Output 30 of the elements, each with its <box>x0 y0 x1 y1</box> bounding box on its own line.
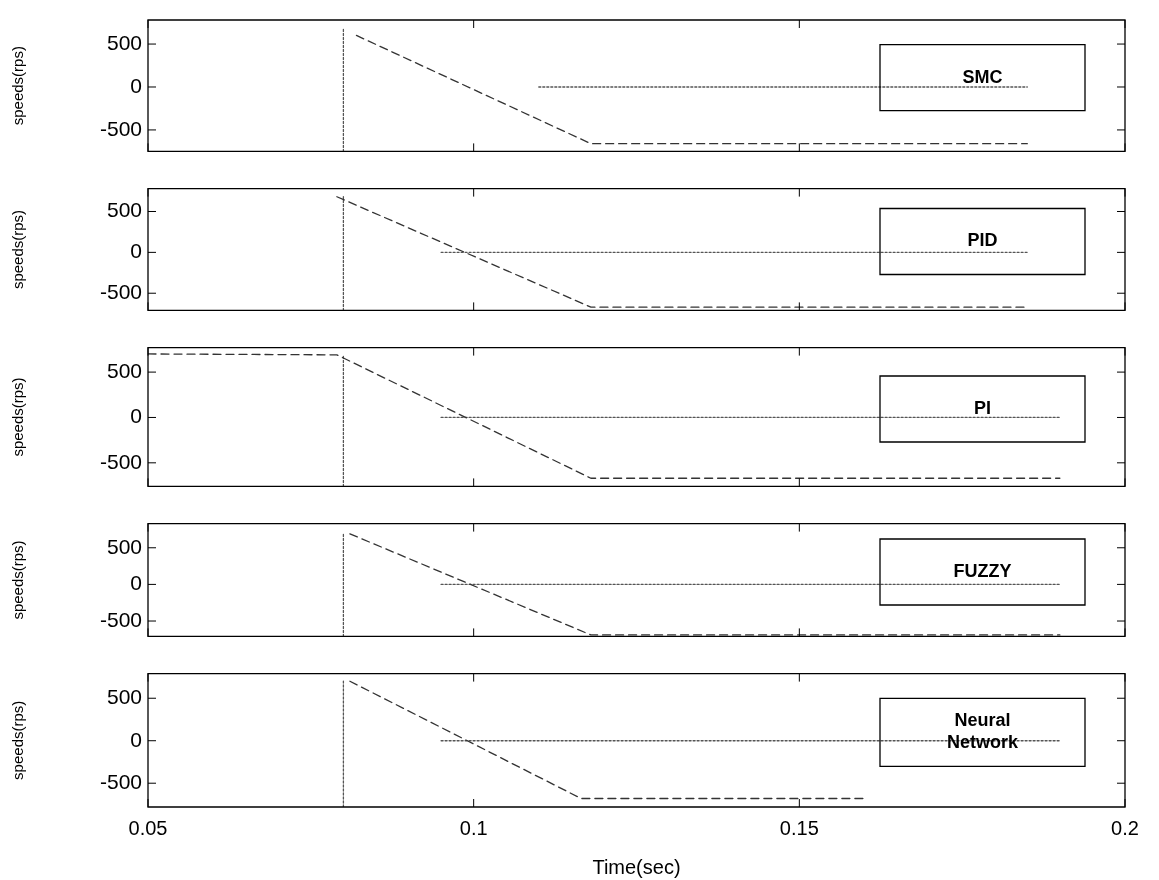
y-tick-label: -500 <box>99 116 142 140</box>
y-tick-label: 500 <box>106 30 142 54</box>
x-tick-label: 0.1 <box>459 816 488 839</box>
y-tick-label: 0 <box>130 73 142 97</box>
y-axis-title: speeds(rps) <box>9 377 27 457</box>
y-axis-title: speeds(rps) <box>9 209 27 290</box>
y-tick-label: -500 <box>99 449 142 473</box>
y-tick-label: 0 <box>130 404 142 428</box>
y-axis-title: speeds(rps) <box>9 700 27 780</box>
text: PID <box>967 230 998 251</box>
y-tick-label: 500 <box>106 198 142 222</box>
y-tick-label: -500 <box>99 770 142 794</box>
y-tick-label: 500 <box>106 358 142 382</box>
text: Neural Network <box>946 710 1019 753</box>
y-tick-label: 500 <box>106 685 142 709</box>
text: SMC <box>962 66 1003 87</box>
y-tick-label: 500 <box>106 534 142 558</box>
x-tick-label: 0.05 <box>128 816 168 839</box>
y-tick-label: 0 <box>130 727 142 751</box>
x-tick-label: 0.15 <box>779 816 819 839</box>
x-tick-label: 0.2 <box>1111 816 1139 839</box>
text: PI <box>973 397 992 418</box>
y-tick-label: 0 <box>130 239 142 263</box>
y-axis-title: speeds(rps) <box>9 540 27 620</box>
x-axis-title: Time(sec) <box>592 855 681 878</box>
y-axis-title: speeds(rps) <box>9 46 27 126</box>
y-tick-label: 0 <box>130 571 142 595</box>
y-tick-label: -500 <box>99 280 142 304</box>
y-tick-label: -500 <box>99 607 142 631</box>
text: FUZZY <box>953 560 1012 581</box>
